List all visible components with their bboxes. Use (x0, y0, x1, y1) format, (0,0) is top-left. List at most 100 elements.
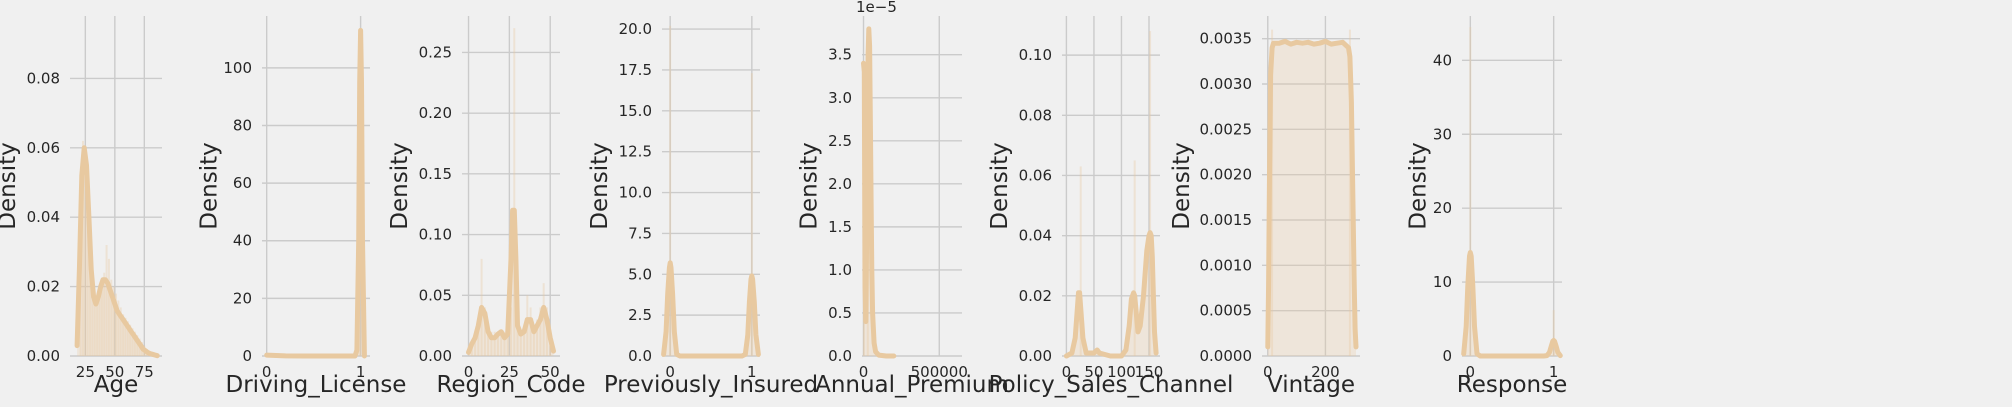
y-tick-label: 0.0020 (1200, 166, 1253, 184)
y-tick-label: 0.00 (27, 347, 60, 365)
y-tick-label: 0.04 (1019, 227, 1052, 245)
x-tick-label: 200 (1311, 363, 1340, 381)
y-tick-label: 0.06 (27, 139, 60, 157)
histogram-bar (122, 314, 125, 356)
histogram-bar (500, 331, 503, 356)
x-tick-label: 0 (665, 363, 675, 381)
histogram-bar (89, 251, 92, 356)
y-tick-label: 0.0025 (1200, 120, 1253, 138)
x-axis-label: Driving_License (226, 372, 407, 398)
y-tick-label: 0.00 (1019, 347, 1052, 365)
histogram-bar (84, 147, 87, 356)
x-axis-label: Response (1457, 372, 1567, 398)
kde-line (861, 26, 897, 359)
y-tick-label: 0.08 (1019, 106, 1052, 124)
y-axis-label: Density (0, 142, 21, 229)
histogram-bar (96, 300, 99, 356)
histogram-bar (1079, 166, 1082, 356)
histogram-bar (112, 286, 115, 356)
y-tick-label: 0.0010 (1200, 256, 1253, 274)
kde-line (1063, 230, 1159, 359)
kde-area (1463, 252, 1561, 356)
y-axis-label: Density (987, 142, 1013, 229)
histogram-bar (519, 331, 522, 356)
y-tick-label: 20.0 (619, 20, 652, 38)
histogram-bar (115, 293, 117, 356)
y-tick-label: 0.5 (828, 304, 852, 322)
y-tick-label: 30 (1433, 125, 1452, 143)
x-axis-label: Previously_Insured (604, 372, 818, 398)
histogram-bar (542, 283, 545, 356)
y-tick-label: 0.10 (419, 226, 452, 244)
x-tick-label: 75 (135, 363, 154, 381)
histogram-bar (107, 258, 110, 356)
histogram-bar (1149, 31, 1152, 356)
histogram-bar (750, 73, 753, 356)
y-tick-label: 0.04 (27, 208, 60, 226)
histogram-bar (523, 331, 526, 356)
histogram-bar (487, 331, 490, 356)
histogram-bar (91, 286, 94, 356)
y-tick-label: 0.06 (1019, 166, 1052, 184)
y-tick-label: 20 (1433, 199, 1452, 217)
y-tick-label: 80 (233, 116, 252, 134)
y-tick-label: 0.25 (419, 43, 452, 61)
x-tick-label: 0 (262, 363, 272, 381)
y-tick-label: 40 (1433, 51, 1452, 69)
histogram-bar (532, 331, 535, 356)
y-axis-label: Density (587, 142, 613, 229)
y-tick-label: 0.02 (1019, 287, 1052, 305)
x-tick-label: 100 (1107, 363, 1136, 381)
y-tick-label: 10.0 (619, 184, 652, 202)
x-tick-label: 0 (1263, 363, 1273, 381)
histogram-bar (133, 331, 136, 356)
y-tick-label: 0.0030 (1200, 75, 1253, 93)
histogram-bar (124, 317, 127, 356)
histogram-bar (86, 199, 89, 356)
x-tick-label: 50 (105, 363, 124, 381)
histogram-bar (126, 321, 129, 356)
y-tick-label: 0 (242, 347, 252, 365)
histogram-bar (669, 25, 672, 357)
x-tick-label: 0 (1466, 363, 1476, 381)
y-tick-label: 0.0005 (1200, 302, 1253, 320)
y-tick-label: 0.15 (419, 165, 452, 183)
histogram-bar (93, 300, 96, 356)
kde-line (1461, 250, 1563, 359)
y-axis-label: Density (1406, 142, 1432, 229)
kde-line (74, 145, 160, 359)
histogram-bar (105, 244, 108, 356)
histogram-bar (490, 331, 493, 356)
histogram-bar (493, 331, 496, 356)
offset-label: 1e−5 (856, 0, 897, 16)
histogram-bar (1348, 29, 1351, 356)
y-tick-label: 0.02 (27, 278, 60, 296)
y-tick-label: 2.0 (828, 175, 852, 193)
x-tick-label: 1 (747, 363, 757, 381)
x-tick-label: 25 (76, 363, 95, 381)
y-tick-label: 17.5 (619, 61, 652, 79)
y-tick-label: 0.00 (419, 347, 452, 365)
y-tick-label: 0.0 (628, 347, 652, 365)
x-axis-label: Policy_Sales_Channel (989, 372, 1234, 398)
y-tick-label: 3.0 (828, 89, 852, 107)
kde-area (1267, 41, 1356, 357)
y-tick-label: 2.5 (628, 306, 652, 324)
histogram-bar (81, 140, 84, 356)
y-tick-label: 0.10 (1019, 46, 1052, 64)
histogram-bar (496, 331, 499, 356)
y-tick-label: 0.0 (828, 347, 852, 365)
histogram-bar (98, 293, 101, 356)
y-tick-label: 0.05 (419, 286, 452, 304)
histogram-bar (1133, 160, 1136, 356)
y-axis-label: Density (387, 142, 413, 229)
histogram-bar (100, 283, 103, 356)
kde-area (663, 262, 759, 356)
y-tick-label: 0 (1442, 347, 1452, 365)
subplot-region-code: 0.00 0.05 0.10 0.15 0.20 0.25 0 25 50Region_Code… (387, 16, 586, 398)
histogram-bar (1271, 29, 1274, 356)
histogram-bar (474, 331, 477, 356)
